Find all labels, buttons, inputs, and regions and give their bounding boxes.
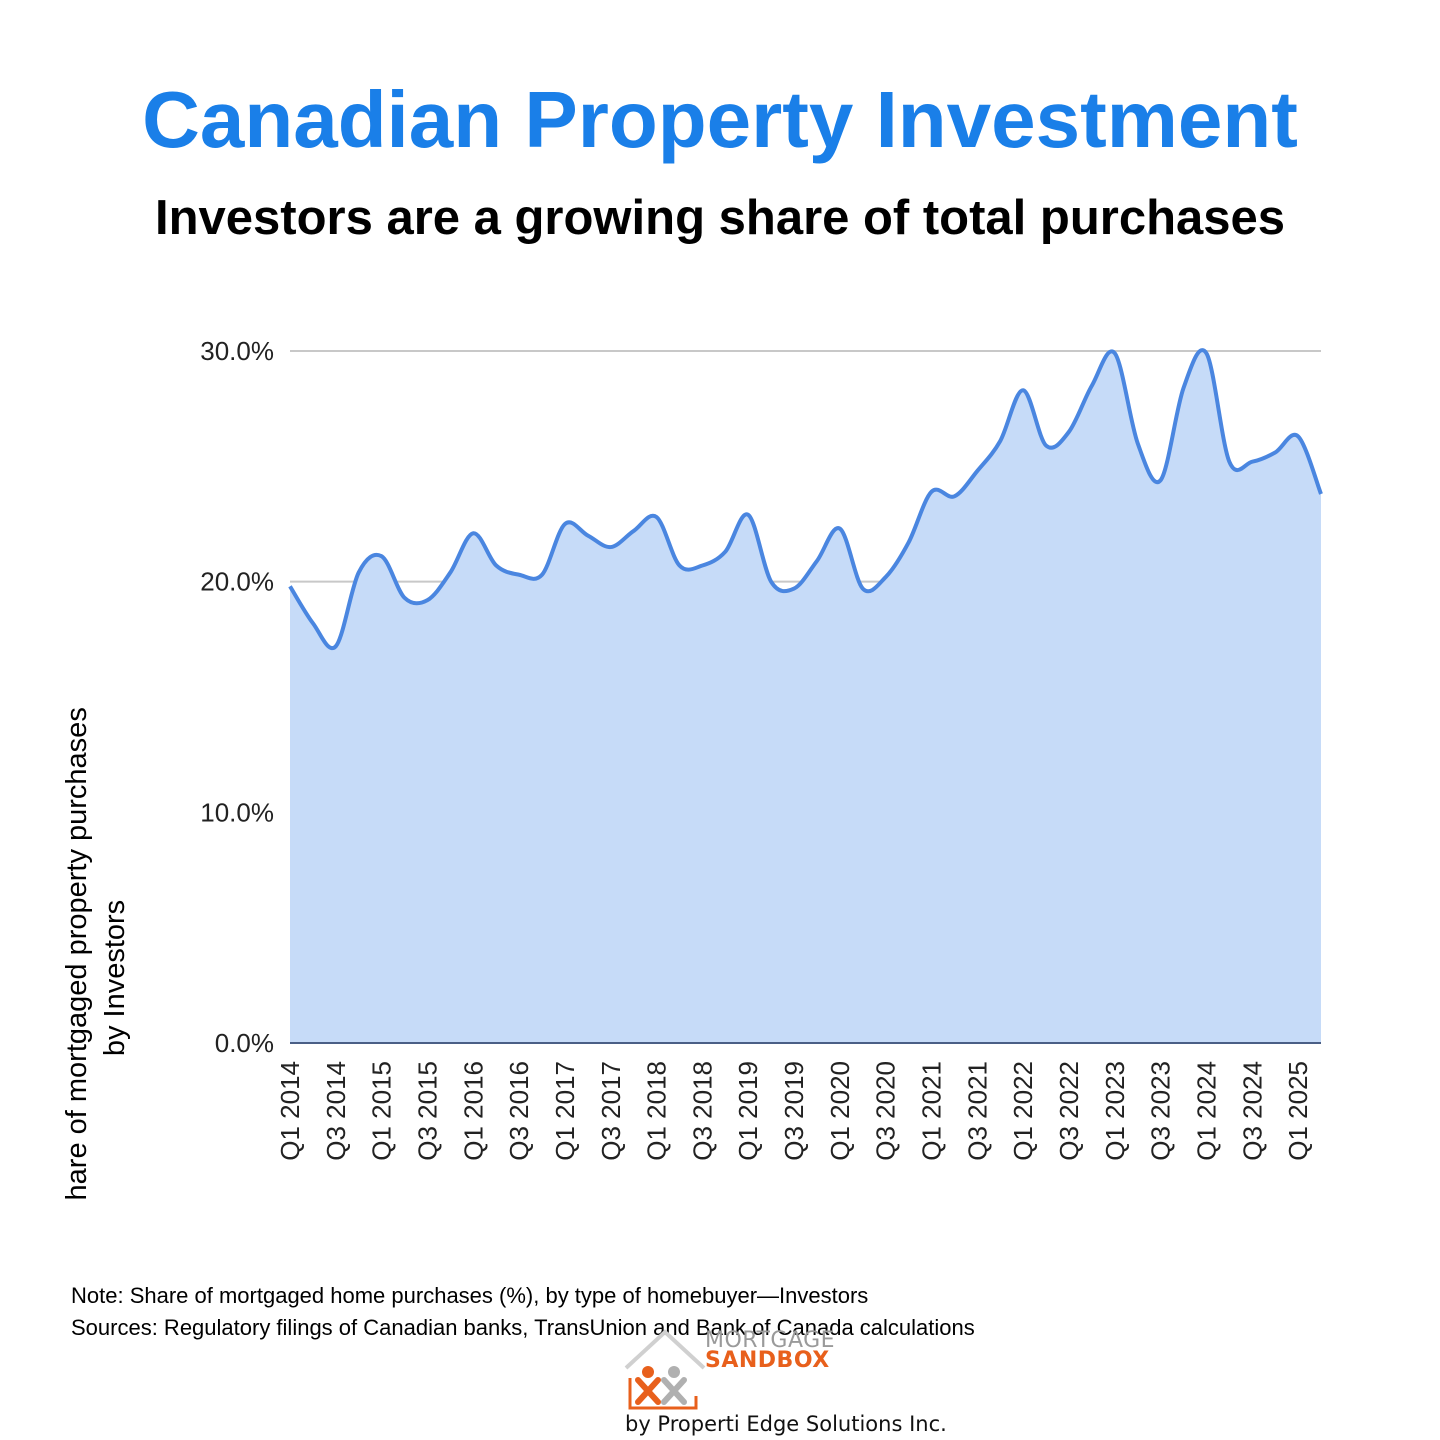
logo-word-sandbox: SANDBOX [705, 1348, 830, 1373]
chart-subtitle: Investors are a growing share of total p… [154, 191, 1286, 245]
note-text: Note: Share of mortgaged home purchases … [71, 1283, 869, 1308]
x-tick-label: Q3 2019 [779, 1061, 809, 1161]
chart-title: Canadian Property Investment [142, 75, 1298, 164]
x-tick-label: Q3 2015 [412, 1061, 442, 1161]
x-tick-label: Q1 2021 [917, 1061, 947, 1161]
y-tick-label: 10.0% [200, 797, 274, 827]
x-tick-label: Q1 2024 [1191, 1061, 1221, 1161]
notes-block: Note: Share of mortgaged home purchases … [71, 1280, 975, 1344]
y-axis-label-line1: % share of mortgaged property purchases [61, 707, 93, 1200]
x-tick-label: Q1 2018 [642, 1061, 672, 1161]
x-tick-label: Q1 2022 [1008, 1061, 1038, 1161]
x-tick-label: Q1 2017 [550, 1061, 580, 1161]
x-tick-label: Q1 2025 [1283, 1061, 1313, 1161]
y-axis-ticks: 0.0% 10.0% 20.0% 30.0% [200, 336, 274, 1058]
y-axis-label: % share of mortgaged property purchases … [61, 707, 131, 1200]
x-tick-label: Q3 2017 [596, 1061, 626, 1161]
x-tick-label: Q3 2018 [687, 1061, 717, 1161]
x-tick-label: Q1 2023 [1100, 1061, 1130, 1161]
x-tick-label: Q1 2020 [825, 1061, 855, 1161]
y-tick-label: 30.0% [200, 336, 274, 366]
x-tick-label: Q1 2016 [458, 1061, 488, 1161]
logo-tagline: by Properti Edge Solutions Inc. [625, 1412, 947, 1436]
x-tick-label: Q3 2023 [1146, 1061, 1176, 1161]
logo-word-mortgage: MORTGAGE [705, 1328, 836, 1353]
x-tick-label: Q3 2020 [871, 1061, 901, 1161]
x-tick-label: Q3 2021 [962, 1061, 992, 1161]
x-tick-label: Q3 2024 [1237, 1061, 1267, 1161]
y-tick-label: 0.0% [215, 1028, 274, 1058]
series-line-investors [288, 348, 1323, 651]
x-tick-label: Q3 2014 [321, 1061, 351, 1161]
x-tick-label: Q1 2019 [733, 1061, 763, 1161]
mortgage-sandbox-logo: MORTGAGE SANDBOX by Properti Edge Soluti… [620, 1328, 947, 1440]
x-axis-ticks: Q1 2014 Q3 2014 Q1 2015 Q3 2015 Q1 2016 Q3 20… [275, 1061, 1313, 1161]
series-area-investors [290, 350, 1321, 1043]
x-tick-label: Q3 2016 [504, 1061, 534, 1161]
x-tick-label: Q1 2015 [367, 1061, 397, 1161]
y-tick-label: 20.0% [200, 567, 274, 597]
x-tick-label: Q3 2022 [1054, 1061, 1084, 1161]
sources-text: Sources: Regulatory filings of Canadian … [71, 1315, 975, 1340]
area-chart: 0.0%10.0%20.0%30.0% Q1 2014 Q3 2014 Q1 201… [61, 336, 1323, 1200]
x-tick-label: Q1 2014 [275, 1061, 305, 1161]
logo-house-icon [624, 1329, 706, 1410]
y-axis-label-line2: by Investors [99, 900, 131, 1056]
